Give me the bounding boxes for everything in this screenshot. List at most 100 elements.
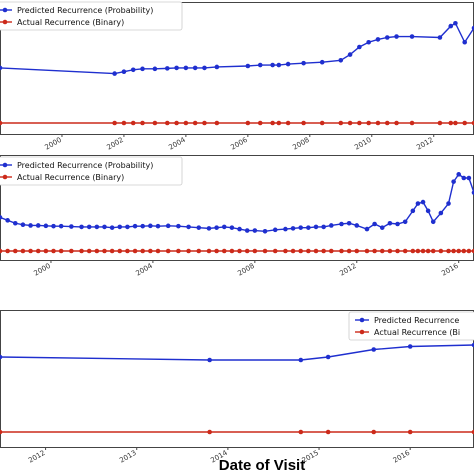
- predicted-point: [420, 199, 426, 205]
- actual-point: [121, 120, 127, 126]
- predicted-point: [319, 59, 325, 65]
- actual-point: [354, 248, 360, 254]
- actual-point: [298, 248, 304, 254]
- predicted-point: [155, 223, 161, 229]
- actual-point: [471, 429, 474, 435]
- actual-point: [79, 248, 84, 254]
- predicted-point: [221, 224, 227, 230]
- predicted-point: [174, 65, 179, 71]
- actual-point: [245, 120, 251, 126]
- predicted-point: [466, 175, 472, 181]
- actual-point: [395, 248, 400, 254]
- actual-point: [109, 248, 115, 254]
- actual-point: [186, 248, 191, 254]
- predicted-point: [192, 65, 198, 71]
- predicted-point: [214, 225, 219, 230]
- predicted-point: [347, 52, 353, 57]
- predicted-point: [102, 224, 107, 230]
- x-tick-label: 2004: [134, 262, 154, 278]
- legend-marker: [2, 162, 8, 168]
- actual-point: [387, 248, 393, 254]
- predicted-point: [346, 220, 352, 226]
- actual-point: [252, 248, 258, 254]
- panel-1: 2000 2002 2004 2006 2008 2010 2012 Predicted Re…: [0, 1, 474, 152]
- predicted-point: [415, 201, 421, 206]
- predicted-point: [354, 223, 360, 228]
- actual-point: [229, 248, 235, 254]
- actual-point: [371, 429, 377, 435]
- predicted-point: [196, 225, 202, 230]
- actual-point: [276, 120, 282, 126]
- actual-point: [102, 248, 107, 254]
- actual-point: [357, 120, 362, 126]
- predicted-point: [409, 34, 415, 39]
- actual-point: [290, 248, 296, 254]
- actual-point: [20, 248, 26, 254]
- predicted-point: [379, 225, 385, 230]
- panel-2: 2000 2004 2008 2012 2016 Predicted Recurrence…: [0, 155, 474, 278]
- predicted-point: [410, 208, 416, 214]
- actual-point: [339, 248, 344, 254]
- actual-point: [0, 429, 3, 435]
- predicted-point: [262, 228, 268, 234]
- predicted-point: [35, 223, 41, 228]
- actual-point: [43, 248, 49, 254]
- actual-point: [283, 248, 288, 254]
- actual-point: [328, 248, 334, 254]
- predicted-point: [285, 61, 291, 67]
- actual-point: [384, 120, 390, 126]
- predicted-point: [276, 62, 282, 68]
- actual-point: [285, 120, 291, 126]
- x-tick-label: 2000: [33, 262, 52, 278]
- predicted-point: [58, 223, 64, 229]
- actual-point: [272, 248, 278, 254]
- actual-point: [430, 248, 436, 254]
- actual-point: [456, 248, 462, 254]
- actual-point: [58, 248, 64, 254]
- predicted-point: [140, 223, 146, 229]
- actual-point: [12, 248, 18, 254]
- actual-point: [148, 248, 153, 254]
- predicted-point: [448, 23, 454, 29]
- predicted-point: [86, 224, 92, 230]
- actual-point: [86, 248, 92, 254]
- actual-point: [132, 248, 138, 254]
- actual-point: [237, 248, 242, 254]
- predicted-line: [0, 344, 474, 361]
- predicted-point: [112, 71, 117, 76]
- actual-point: [415, 248, 421, 254]
- predicted-point: [272, 227, 278, 233]
- predicted-point: [176, 223, 181, 229]
- predicted-point: [306, 225, 311, 230]
- actual-point: [420, 248, 426, 254]
- predicted-point: [387, 220, 393, 226]
- actual-point: [453, 120, 458, 126]
- predicted-point: [298, 357, 304, 363]
- actual-point: [319, 120, 325, 126]
- actual-point: [207, 429, 212, 435]
- predicted-point: [0, 65, 3, 71]
- predicted-point: [237, 226, 242, 232]
- actual-point: [321, 248, 326, 254]
- actual-point: [0, 120, 3, 126]
- legend-entry: Predicted Recurrence (Probability): [17, 161, 153, 170]
- predicted-point: [456, 172, 462, 177]
- legend-box: [0, 1, 183, 31]
- actual-point: [28, 248, 33, 254]
- x-tick-label: 2013: [118, 449, 137, 465]
- actual-point: [306, 248, 311, 254]
- legend-marker: [359, 329, 365, 335]
- predicted-point: [339, 221, 344, 227]
- predicted-point: [283, 226, 288, 232]
- actual-point: [214, 120, 220, 126]
- predicted-point: [183, 65, 189, 71]
- actual-point: [313, 248, 319, 254]
- legend-box: [0, 156, 183, 186]
- predicted-point: [148, 223, 153, 229]
- actual-point: [214, 248, 219, 254]
- legend-entry: Actual Recurrence (Binary): [17, 18, 124, 27]
- predicted-point: [206, 226, 212, 231]
- legend: Predicted Recurrence Actual Recurrence (B…: [348, 311, 474, 341]
- predicted-point: [394, 34, 399, 39]
- predicted-point: [20, 222, 26, 228]
